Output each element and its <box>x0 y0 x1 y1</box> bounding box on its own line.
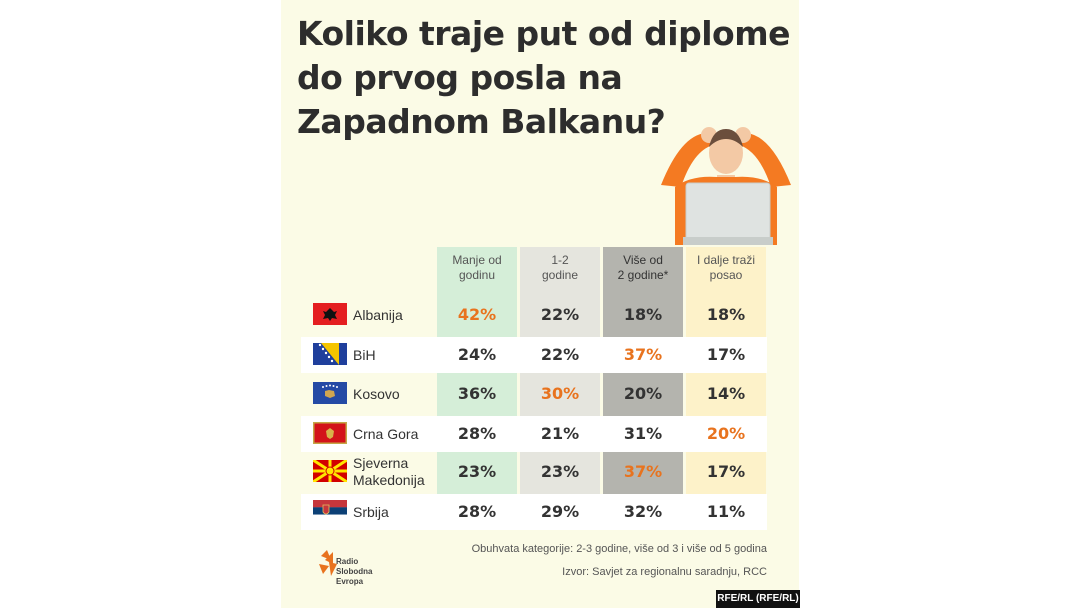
country-label-line: Srbija <box>353 503 389 520</box>
logo-text: Radio Slobodna Evropa <box>336 557 396 587</box>
header-line: godinu <box>458 268 496 282</box>
value-cell: 17% <box>706 345 746 364</box>
column-header: 1-2 godine <box>520 247 600 293</box>
photo-credit: RFE/RL (RFE/RL) <box>716 590 800 608</box>
country-label: Sjeverna Makedonija <box>353 455 425 489</box>
value-cell: 14% <box>706 384 746 403</box>
value-cell: 37% <box>623 345 663 364</box>
albania-flag <box>313 303 347 325</box>
value-cell: 23% <box>540 462 580 481</box>
column-header: I dalje traži posao <box>686 247 766 293</box>
country-label-line: BiH <box>353 346 376 363</box>
header-line: I dalje traži <box>696 253 756 267</box>
country-label: Crna Gora <box>353 426 418 443</box>
country-label-line: Sjeverna <box>353 455 409 471</box>
column-header: Više od 2 godine* <box>603 247 683 293</box>
row-background <box>301 416 767 452</box>
value-cell: 20% <box>623 384 663 403</box>
value-cell: 11% <box>706 502 746 521</box>
country-label-line: Makedonija <box>353 472 425 488</box>
logo-line: Radio Slobodna <box>336 557 373 576</box>
value-cell: 18% <box>623 305 663 324</box>
kosovo-flag <box>313 382 347 404</box>
country-label: Srbija <box>353 504 389 521</box>
value-cell: 42% <box>457 305 497 324</box>
value-cell: 18% <box>706 305 746 324</box>
montenegro-flag <box>313 422 347 444</box>
value-cell: 36% <box>457 384 497 403</box>
value-cell: 22% <box>540 305 580 324</box>
country-label-line: Albanija <box>353 306 403 323</box>
value-cell: 22% <box>540 345 580 364</box>
country-label: Albanija <box>353 307 403 324</box>
value-cell: 29% <box>540 502 580 521</box>
bih-flag <box>313 343 347 365</box>
country-label-line: Crna Gora <box>353 425 419 442</box>
value-cell: 24% <box>457 345 497 364</box>
header-line: Manje od <box>452 253 502 267</box>
north-macedonia-flag <box>313 460 347 482</box>
header-line: 2 godine* <box>617 268 669 282</box>
stressed-person-illustration <box>661 127 791 245</box>
country-label: Kosovo <box>353 386 400 403</box>
header-line: 1-2 <box>551 253 569 267</box>
source-note: Izvor: Savjet za regionalnu saradnju, RC… <box>562 566 767 578</box>
country-label-line: Kosovo <box>353 385 400 402</box>
footnote: Obuhvata kategorije: 2-3 godine, više od… <box>471 543 767 555</box>
value-cell: 21% <box>540 424 580 443</box>
serbia-flag <box>313 500 347 522</box>
header-line: Više od <box>623 253 663 267</box>
value-cell: 31% <box>623 424 663 443</box>
value-cell: 30% <box>540 384 580 403</box>
rfe-logo-icon <box>319 550 337 576</box>
row-background <box>301 337 767 373</box>
value-cell: 28% <box>457 424 497 443</box>
infographic-card: Koliko traje put od diplome do prvog pos… <box>281 0 799 608</box>
logo-line: Evropa <box>336 577 364 586</box>
value-cell: 20% <box>706 424 746 443</box>
country-label: BiH <box>353 347 376 364</box>
header-line: posao <box>709 268 743 282</box>
value-cell: 28% <box>457 502 497 521</box>
header-line: godine <box>541 268 579 282</box>
value-cell: 37% <box>623 462 663 481</box>
value-cell: 32% <box>623 502 663 521</box>
row-background <box>301 494 767 530</box>
value-cell: 17% <box>706 462 746 481</box>
column-header: Manje od godinu <box>437 247 517 293</box>
chart-title: Koliko traje put od diplome do prvog pos… <box>297 14 790 141</box>
value-cell: 23% <box>457 462 497 481</box>
